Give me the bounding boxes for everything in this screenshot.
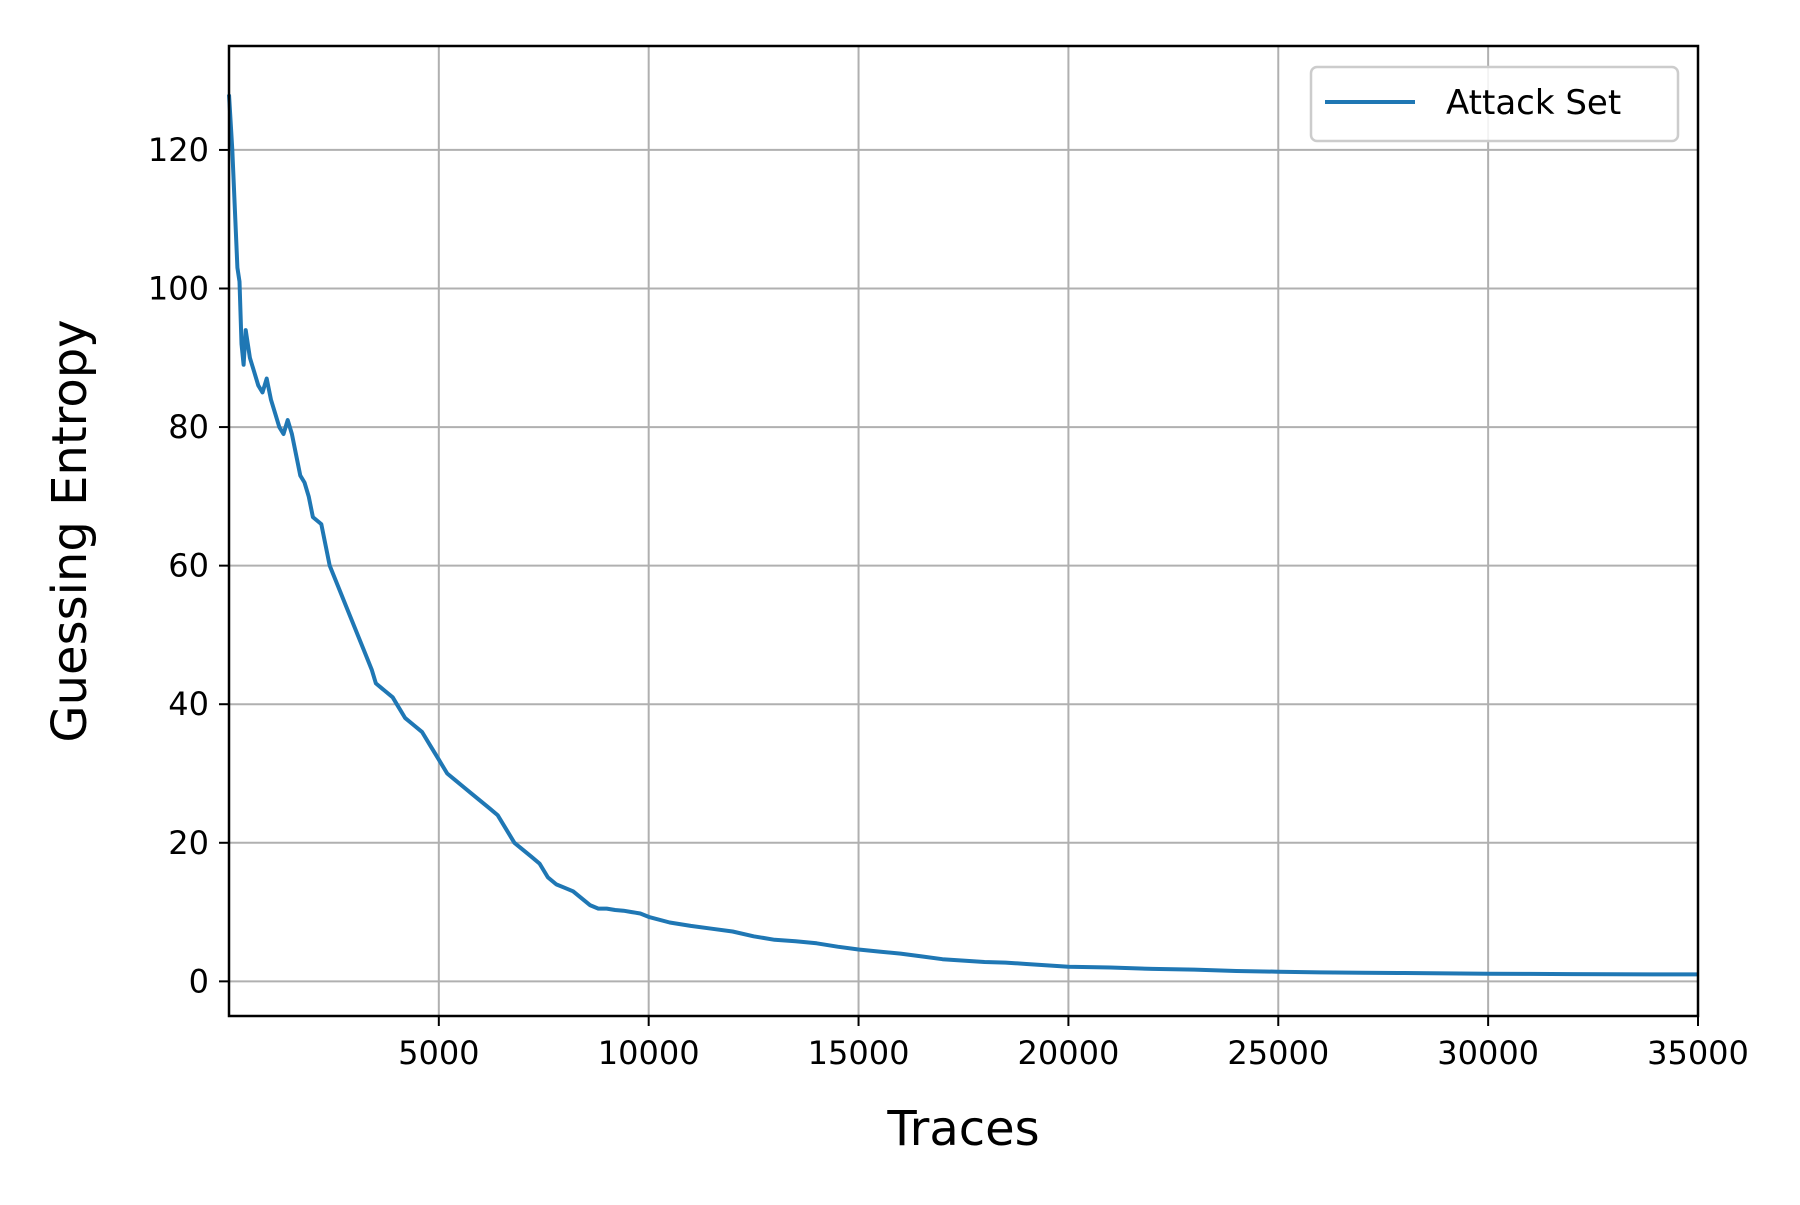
x-tick-label: 20000 (1018, 1034, 1120, 1072)
y-tick-label: 80 (168, 408, 209, 446)
grid (229, 46, 1699, 1016)
series-line-attack-set (227, 94, 1698, 977)
y-tick-label: 20 (168, 824, 209, 862)
x-tick-label: 5000 (398, 1034, 479, 1072)
y-tick-label: 60 (168, 547, 209, 585)
y-tick-label: 40 (168, 685, 209, 723)
legend-label: Attack Set (1446, 83, 1621, 123)
series-layer (227, 94, 1698, 977)
tick-layer: 5000 10000 15000 20000 25000 30000 35000 0 20 40 6… (148, 131, 1749, 1072)
y-tick-label: 0 (189, 962, 209, 1000)
x-tick-label: 25000 (1227, 1034, 1329, 1072)
plot-frame (227, 44, 1700, 1018)
legend-box (1309, 65, 1680, 143)
y-tick-label: 120 (148, 131, 209, 169)
legend: Attack Set (1309, 65, 1680, 143)
y-tick-label: 100 (148, 270, 209, 308)
x-tick-label: 15000 (808, 1034, 910, 1072)
x-axis-title: Traces (886, 1101, 1039, 1157)
y-axis-title: Guessing Entropy (42, 319, 98, 742)
x-tick-label: 10000 (598, 1034, 700, 1072)
x-tick-label: 35000 (1647, 1034, 1749, 1072)
x-tick-label: 30000 (1437, 1034, 1539, 1072)
